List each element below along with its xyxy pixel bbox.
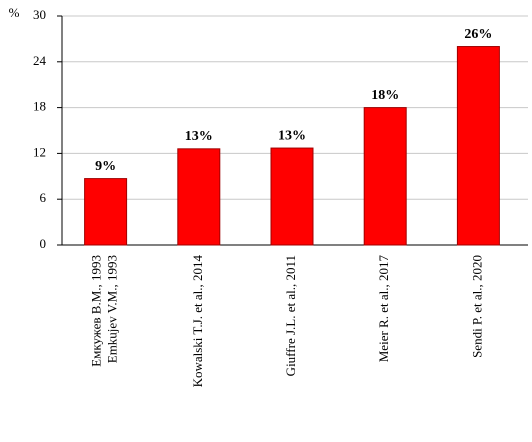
y-tick-label: 12 [33, 144, 46, 159]
bar [177, 148, 221, 246]
y-tick-label: 18 [33, 99, 46, 114]
y-tick-label: 6 [40, 190, 47, 205]
x-tick-label: Emkujev V.M., 1993 [105, 255, 120, 363]
x-tick-label: Sendi P. et al., 2020 [469, 255, 484, 358]
y-tick-label: 30 [33, 7, 46, 22]
value-label: 18% [371, 88, 399, 103]
y-unit: % [9, 5, 20, 20]
bar [456, 46, 500, 246]
x-tick-label: Kowalski T.J. et al., 2014 [190, 255, 205, 388]
y-tick-label: 0 [40, 236, 47, 251]
bar [84, 178, 128, 246]
value-label: 26% [464, 27, 492, 42]
value-label: 9% [95, 159, 116, 174]
value-label: 13% [278, 128, 306, 143]
bar [363, 107, 407, 246]
y-tick-label: 24 [33, 53, 47, 68]
x-tick-label: Емкужев В.М., 1993 [89, 255, 104, 367]
value-label: 13% [185, 129, 213, 144]
x-tick-label: Meier R. et al., 2017 [376, 255, 391, 363]
x-tick-label: Giuffre J.L. et al., 2011 [283, 255, 298, 376]
bar [270, 147, 314, 246]
